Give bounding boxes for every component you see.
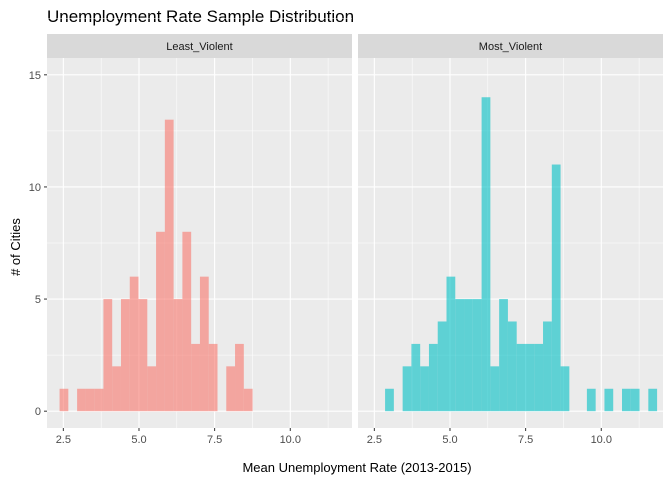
histogram-bar (156, 231, 165, 412)
histogram-bar (481, 97, 491, 412)
histogram-bar (560, 366, 570, 412)
histogram-bar (173, 299, 183, 412)
histogram-bar (437, 321, 447, 412)
x-tick-label: 7.5 (518, 434, 533, 446)
x-tick-label: 10.0 (280, 434, 301, 446)
x-tick-label: 5.0 (442, 434, 457, 446)
histogram-bar (648, 388, 658, 412)
x-axis-title: Mean Unemployment Rate (2013-2015) (242, 460, 471, 475)
histogram-bar (586, 388, 596, 412)
histogram-bar (516, 343, 526, 412)
x-tick-label: 5.0 (131, 434, 146, 446)
y-axis-title: # of Cities (8, 218, 23, 276)
facet-strip (358, 34, 663, 58)
histogram-bar (455, 299, 465, 412)
histogram-bar (551, 164, 561, 412)
y-tick-label: 10 (29, 182, 41, 194)
histogram-bar (630, 388, 640, 412)
facet-strip-label: Least_Violent (166, 41, 232, 53)
x-tick-label: 2.5 (367, 434, 382, 446)
histogram-bar (446, 276, 456, 412)
histogram-bar (464, 299, 473, 412)
chart-title: Unemployment Rate Sample Distribution (47, 7, 354, 26)
histogram-bar (199, 276, 209, 412)
histogram-bar (622, 388, 631, 412)
histogram-bar (147, 366, 157, 412)
x-tick-label: 10.0 (591, 434, 612, 446)
facet-strip (47, 34, 352, 58)
histogram-bar (94, 388, 104, 412)
histogram-bar (525, 343, 535, 412)
y-tick-label: 5 (35, 294, 41, 306)
histogram-bar (103, 299, 113, 412)
histogram-bar (164, 119, 174, 412)
histogram-bar (243, 388, 253, 412)
x-tick-label: 2.5 (56, 434, 71, 446)
histogram-bar (420, 366, 429, 412)
histogram-bar (191, 343, 200, 412)
y-tick-label: 15 (29, 70, 41, 82)
histogram-bar (112, 366, 121, 412)
histogram-bar (428, 343, 438, 412)
facet-strip-label: Most_Violent (479, 41, 542, 53)
histogram-bar (604, 388, 614, 412)
histogram-bar (534, 343, 544, 412)
histogram-bar (472, 299, 482, 412)
histogram-bar (182, 231, 192, 412)
histogram-bar (235, 343, 244, 412)
histogram-bar (543, 321, 552, 412)
histogram-bar (85, 388, 95, 412)
histogram-bar (138, 299, 148, 412)
histogram-bar (385, 388, 394, 412)
x-tick-label: 7.5 (207, 434, 222, 446)
histogram-bar (129, 276, 139, 412)
histogram-bar (208, 343, 218, 412)
y-tick-label: 0 (35, 406, 41, 418)
histogram-bar (59, 388, 69, 412)
histogram-bar (226, 366, 236, 412)
histogram-bar (499, 299, 508, 412)
histogram-bar (120, 299, 130, 412)
histogram-bar (490, 366, 500, 412)
histogram-bar (402, 366, 412, 412)
histogram-bar (507, 321, 517, 412)
histogram-bar (411, 343, 421, 412)
facet-panel-most-violent: Most_Violent 2.5 5.0 7.5 10.0 (358, 18, 663, 446)
facet-panel-least-violent: Least_Violent 2.5 5.0 7.5 10.0 0 5 10 15 (29, 18, 352, 446)
histogram-bar (77, 388, 86, 412)
